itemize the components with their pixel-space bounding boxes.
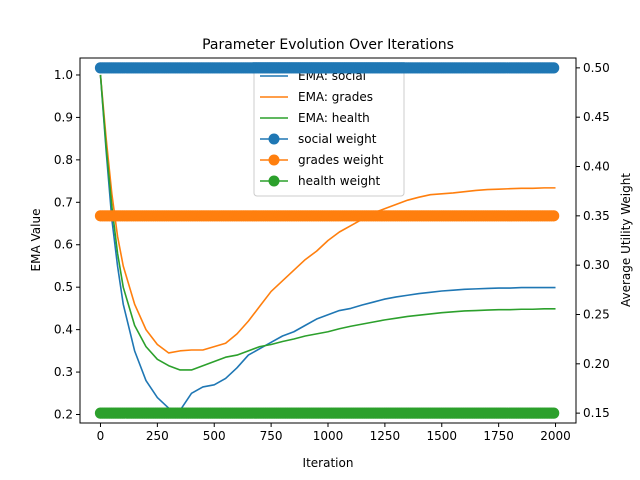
left-tick-label: 0.6 [54,238,73,252]
right-axis-ticks: 0.15 0.20 0.25 0.30 0.35 0.40 0.45 0.50 [576,61,610,420]
weight-markers-2 [94,407,560,419]
right-tick-label: 0.15 [583,406,610,420]
right-tick-label: 0.45 [583,110,610,124]
x-tick-label: 750 [260,429,283,443]
weight-marker [548,62,560,74]
lines-layer [99,74,556,412]
left-axis-ticks: 0.2 0.3 0.4 0.5 0.6 0.7 0.8 0.9 1.0 [54,68,80,422]
x-tick-label: 1250 [370,429,401,443]
x-tick-label: 0 [97,429,105,443]
legend-entry-label: EMA: grades [298,90,373,104]
right-axis-label: Average Utility Weight [619,173,633,307]
right-tick-label: 0.25 [583,307,610,321]
x-tick-label: 1000 [313,429,344,443]
left-axis-label: EMA Value [29,209,43,272]
left-tick-label: 1.0 [54,68,73,82]
legend-entry-label: health weight [298,174,381,188]
legend-swatch-marker [268,175,280,187]
left-tick-label: 0.2 [54,408,73,422]
x-axis-label: Iteration [303,456,354,470]
legend-swatch-marker [268,133,280,145]
weight-marker [548,210,560,222]
ema-line-1 [99,74,556,354]
legend-entry-label: social weight [298,132,377,146]
right-tick-label: 0.40 [583,160,610,174]
legend-entry-label: EMA: health [298,111,370,125]
weight-markers-1 [94,210,560,222]
weight-overlay [248,62,410,74]
weight-marker [548,407,560,419]
left-tick-label: 0.5 [54,280,73,294]
right-tick-label: 0.35 [583,209,610,223]
ema-line-0 [99,74,556,412]
weight-overlay-marker [398,62,410,74]
ema-line-2 [99,74,556,371]
x-tick-label: 2000 [540,429,571,443]
right-tick-label: 0.50 [583,61,610,75]
x-tick-label: 500 [203,429,226,443]
chart-title: Parameter Evolution Over Iterations [202,37,454,53]
left-tick-label: 0.9 [54,110,73,124]
x-tick-label: 250 [146,429,169,443]
legend-entry-label: grades weight [298,153,384,167]
x-axis-ticks: 0 250 500 750 1000 1250 1500 1750 2000 [97,423,571,443]
left-tick-label: 0.8 [54,153,73,167]
legend-swatch-marker [268,154,280,166]
right-tick-label: 0.30 [583,258,610,272]
left-tick-label: 0.7 [54,195,73,209]
x-tick-label: 1750 [483,429,514,443]
x-tick-label: 1500 [426,429,457,443]
left-tick-label: 0.3 [54,365,73,379]
right-tick-label: 0.20 [583,357,610,371]
left-tick-label: 0.4 [54,323,73,337]
